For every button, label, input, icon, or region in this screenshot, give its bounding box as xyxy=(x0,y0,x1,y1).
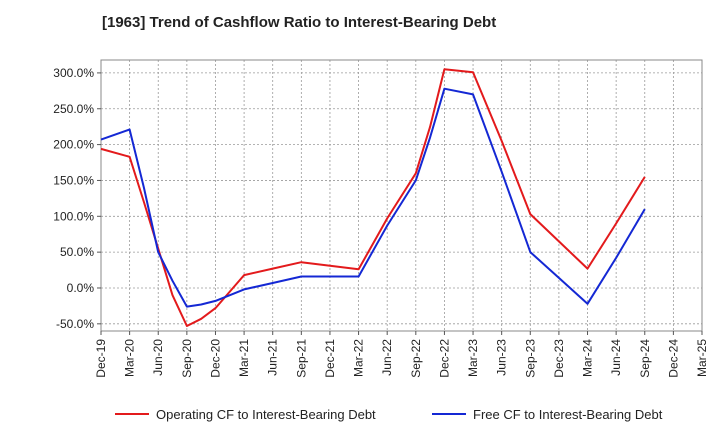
y-tick-label: 100.0% xyxy=(53,209,94,223)
x-tick-label: Sep-20 xyxy=(180,339,194,378)
legend: Operating CF to Interest-Bearing Debt Fre… xyxy=(115,407,663,422)
y-tick-label: 50.0% xyxy=(60,245,94,259)
x-tick-label: Mar-21 xyxy=(237,339,251,377)
x-tick-label: Jun-22 xyxy=(380,339,394,376)
y-tick-label: 300.0% xyxy=(53,66,94,80)
x-tick-label: Dec-21 xyxy=(323,339,337,378)
grid-layer xyxy=(101,60,702,331)
x-tick-label: Mar-20 xyxy=(123,339,137,377)
x-tick-label: Dec-22 xyxy=(437,339,451,378)
x-tick-label: Dec-20 xyxy=(208,339,222,378)
y-tick-labels: 300.0% 250.0% 200.0% 150.0% 100.0% 50.0% 0.0% -… xyxy=(53,66,101,331)
x-tick-label: Sep-24 xyxy=(638,339,652,378)
legend-label-1: Operating CF to Interest-Bearing Debt xyxy=(156,407,376,422)
series-line-2 xyxy=(100,87,646,308)
y-tick-label: 0.0% xyxy=(67,281,95,295)
x-tick-label: Jun-23 xyxy=(495,339,509,376)
y-tick-label: 150.0% xyxy=(53,173,94,187)
x-tick-label: Mar-24 xyxy=(581,339,595,377)
x-tick-label: Dec-24 xyxy=(666,339,680,378)
x-tick-label: Mar-23 xyxy=(466,339,480,377)
x-tick-label: Mar-25 xyxy=(695,339,709,377)
x-tick-label: Sep-23 xyxy=(523,339,537,378)
chart-title: [1963] Trend of Cashflow Ratio to Intere… xyxy=(102,14,497,31)
x-tick-label: Jun-21 xyxy=(266,339,280,376)
x-tick-label: Jun-24 xyxy=(609,339,623,376)
legend-label-2: Free CF to Interest-Bearing Debt xyxy=(473,407,663,422)
x-tick-label: Jun-20 xyxy=(151,339,165,376)
y-tick-label: -50.0% xyxy=(56,317,94,331)
y-tick-label: 200.0% xyxy=(53,138,94,152)
plot-border xyxy=(100,59,703,332)
x-tick-label: Mar-22 xyxy=(352,339,366,377)
x-tick-label: Dec-19 xyxy=(94,339,108,378)
series-layer xyxy=(100,68,646,327)
series-line-1 xyxy=(100,68,646,327)
x-tick-label: Sep-21 xyxy=(294,339,308,378)
y-tick-label: 250.0% xyxy=(53,102,94,116)
x-tick-label: Sep-22 xyxy=(409,339,423,378)
x-tick-labels: Dec-19 Mar-20 Jun-20 Sep-20 Dec-20 Mar-21 Jun-… xyxy=(94,331,709,378)
x-tick-label: Dec-23 xyxy=(552,339,566,378)
